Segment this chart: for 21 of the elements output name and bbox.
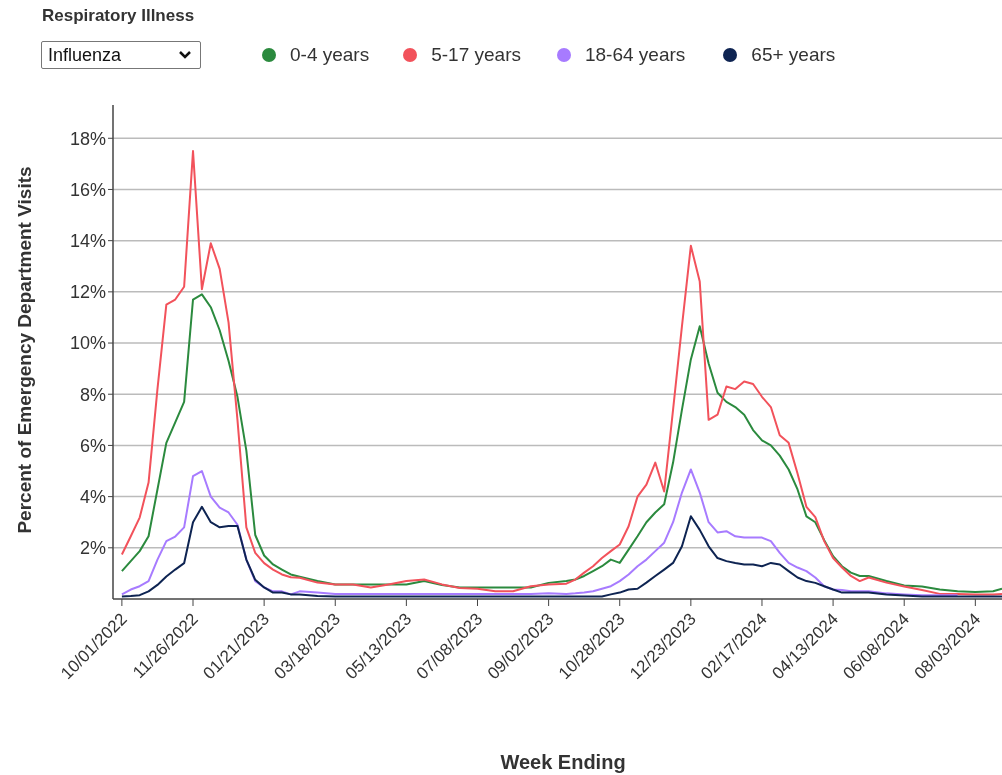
line-series: [120, 505, 1002, 598]
legend-label: 5-17 years: [431, 44, 521, 66]
y-tick-label: 16%: [69, 179, 106, 200]
y-tick-label: 12%: [69, 282, 106, 303]
y-tick-label: 2%: [79, 538, 106, 559]
dropdown: Influenza: [41, 41, 201, 69]
line-series: [120, 150, 1002, 596]
legend-label: 18-64 years: [584, 44, 686, 66]
y-tick-label: 14%: [69, 231, 106, 252]
legend-label: 0-4 years: [290, 44, 370, 66]
y-tick-label: 8%: [79, 384, 106, 405]
y-tick-label: 6%: [79, 435, 106, 456]
line-series: [120, 293, 1002, 594]
line-series: [120, 468, 959, 597]
legend-label: 65+ years: [751, 44, 836, 66]
y-axis-title: Percent of Emergency Department Visits: [14, 166, 36, 534]
y-tick-label: 10%: [69, 333, 106, 354]
x-axis-title: Week Ending: [500, 750, 626, 774]
y-tick-label: 4%: [79, 487, 106, 508]
y-tick-label: 18%: [69, 128, 106, 149]
text: Respiratory Illness: [42, 6, 195, 26]
